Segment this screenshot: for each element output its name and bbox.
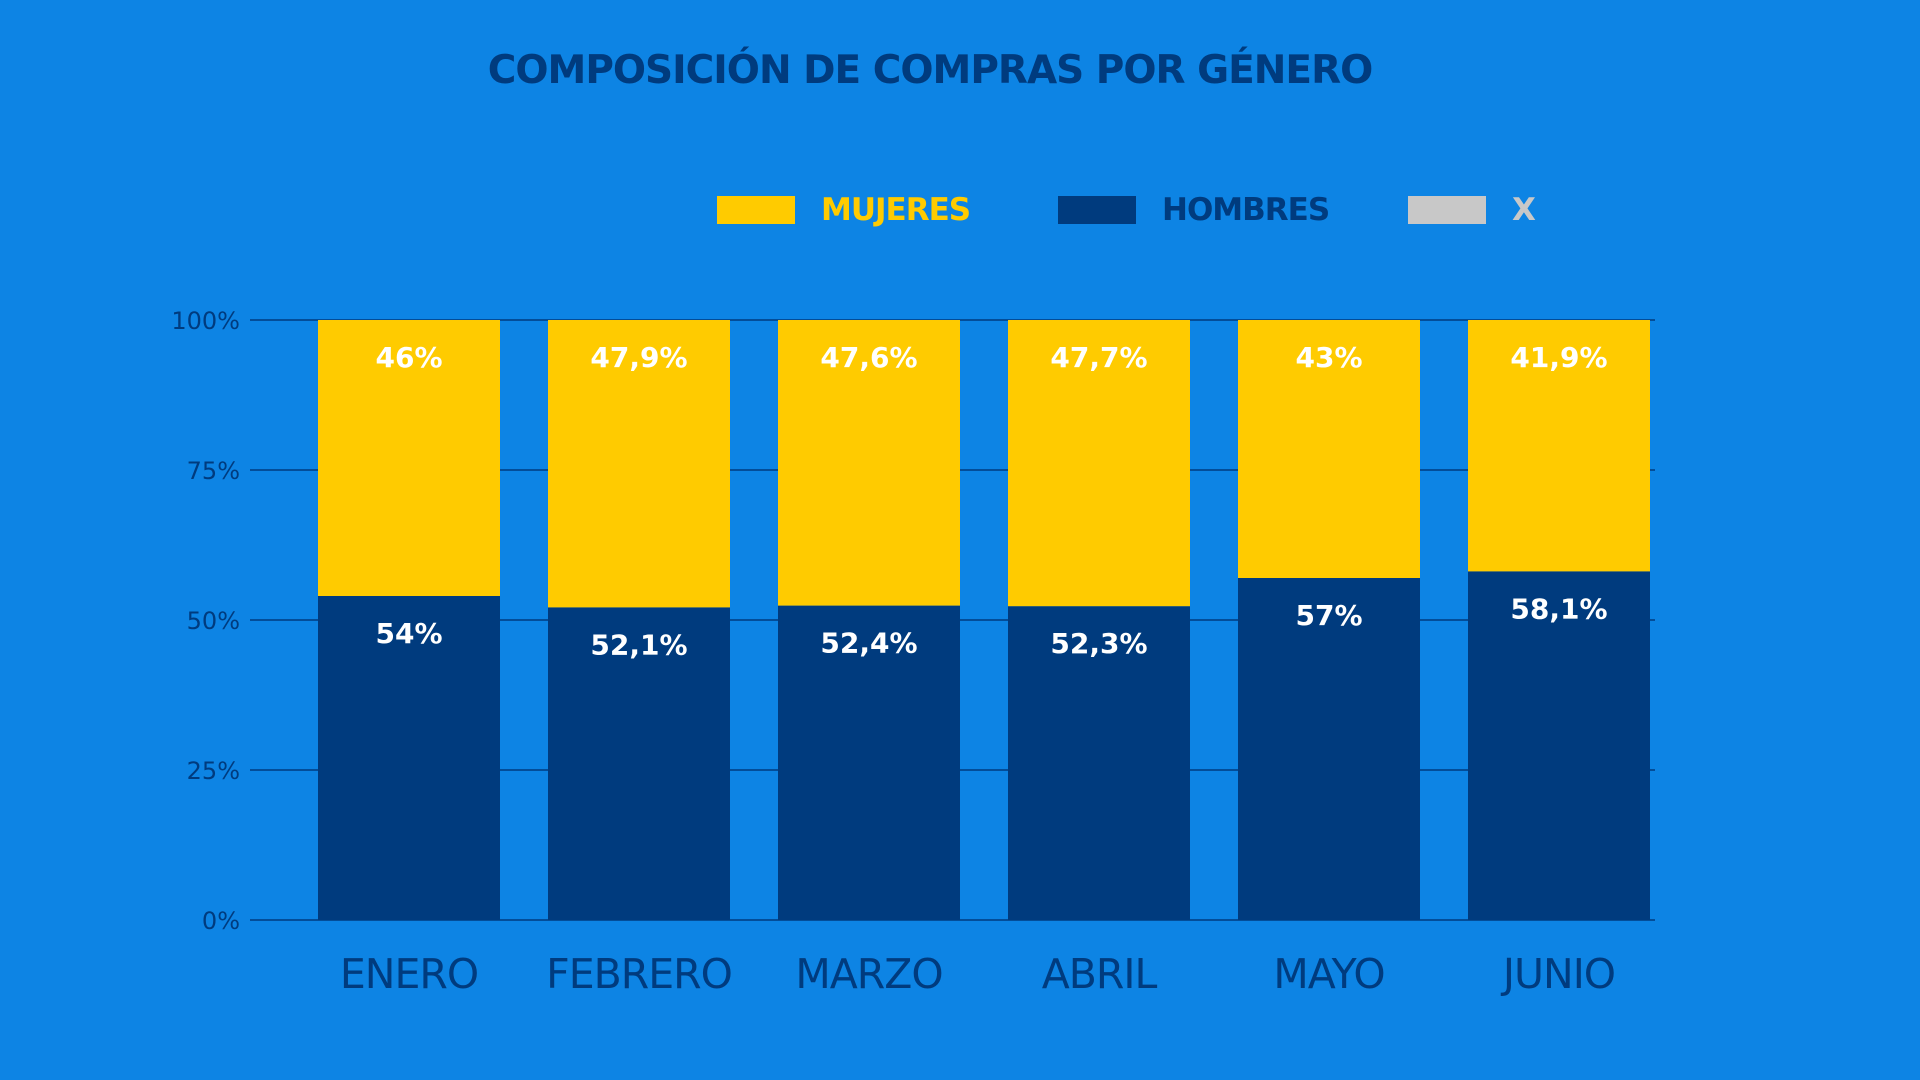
data-label-mujeres-marzo: 47,6% [820, 341, 917, 374]
x-tick-label-abril: ABRIL [1042, 950, 1158, 998]
legend-swatch-x [1408, 196, 1486, 224]
y-tick-label: 0% [202, 907, 240, 935]
x-tick-label-mayo: MAYO [1273, 950, 1384, 998]
y-tick-label: 50% [187, 607, 240, 635]
x-tick-label-marzo: MARZO [795, 950, 942, 998]
x-tick-label-junio: JUNIO [1500, 950, 1615, 998]
bar-hombres-marzo [778, 605, 960, 920]
y-tick-label: 25% [187, 757, 240, 785]
data-label-mujeres-junio: 41,9% [1510, 341, 1607, 374]
chart-title: COMPOSICIÓN DE COMPRAS POR GÉNERO [487, 48, 1374, 93]
data-label-hombres-enero: 54% [375, 617, 442, 650]
legend-swatch-hombres [1058, 196, 1136, 224]
legend-item-x: X [1408, 190, 1536, 230]
legend-label-x: X [1512, 192, 1536, 228]
y-tick-label: 100% [171, 307, 240, 335]
legend-label-hombres: HOMBRES [1162, 192, 1330, 228]
legend-swatch-mujeres [717, 196, 795, 224]
bar-hombres-febrero [548, 607, 730, 920]
chart-legend: MUJERES HOMBRES X [0, 190, 1920, 230]
bar-hombres-abril [1008, 606, 1190, 920]
data-label-hombres-febrero: 52,1% [590, 628, 687, 661]
data-label-mujeres-abril: 47,7% [1050, 341, 1147, 374]
data-label-hombres-marzo: 52,4% [820, 627, 917, 660]
legend-item-mujeres: MUJERES [717, 190, 971, 230]
bar-mujeres-abril [1008, 320, 1190, 607]
bar-hombres-enero [318, 596, 500, 920]
legend-item-hombres: HOMBRES [1058, 190, 1330, 230]
bar-mujeres-febrero [548, 320, 730, 608]
x-tick-label-enero: ENERO [340, 950, 478, 998]
data-label-mujeres-febrero: 47,9% [590, 341, 687, 374]
data-label-hombres-junio: 58,1% [1510, 592, 1607, 625]
bar-hombres-mayo [1238, 578, 1420, 920]
bar-mujeres-enero [318, 320, 500, 596]
data-label-mujeres-enero: 46% [375, 341, 442, 374]
bar-mujeres-marzo [778, 320, 960, 606]
x-tick-label-febrero: FEBRERO [546, 950, 732, 998]
data-label-hombres-mayo: 57% [1295, 599, 1362, 632]
data-label-mujeres-mayo: 43% [1295, 341, 1362, 374]
bar-mujeres-junio [1468, 320, 1650, 572]
bar-mujeres-mayo [1238, 320, 1420, 578]
legend-label-mujeres: MUJERES [821, 192, 971, 228]
bar-hombres-junio [1468, 571, 1650, 920]
data-label-hombres-abril: 52,3% [1050, 627, 1147, 660]
y-tick-label: 75% [187, 457, 240, 485]
